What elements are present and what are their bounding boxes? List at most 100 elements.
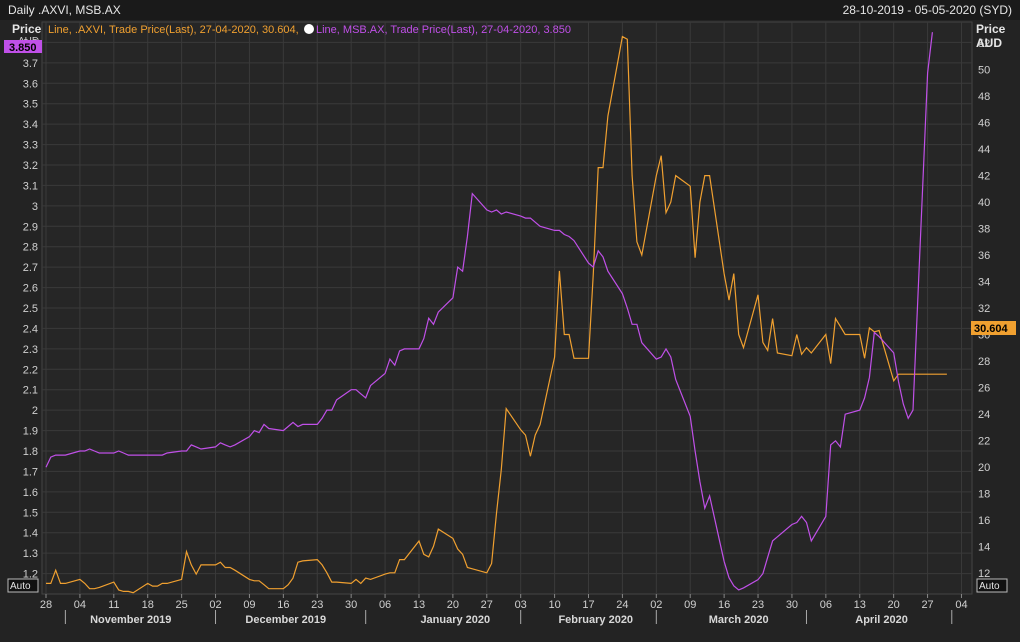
x-tick-label: 30 [786, 599, 798, 611]
left-tick-label: 3.3 [23, 140, 38, 152]
x-tick-label: 04 [74, 599, 86, 611]
x-tick-label: 04 [955, 599, 967, 611]
left-tick-label: 2.9 [23, 221, 38, 233]
left-tick-label: 3.1 [23, 180, 38, 192]
right-tick-label: 42 [978, 171, 990, 183]
right-current-value: 30.604 [974, 323, 1009, 335]
chart-title: Daily .AXVI, MSB.AX [8, 3, 121, 17]
legend-msb: Line, MSB.AX, Trade Price(Last), 27-04-2… [316, 24, 571, 36]
date-range: 28-10-2019 - 05-05-2020 (SYD) [842, 3, 1012, 17]
x-tick-label: 03 [515, 599, 527, 611]
left-current-marker: 3.850 [4, 40, 42, 54]
x-tick-label: 02 [650, 599, 662, 611]
left-tick-label: 1.9 [23, 426, 38, 438]
x-tick-label: 06 [820, 599, 832, 611]
right-tick-label: 32 [978, 303, 990, 315]
series-line-msbax [45, 32, 933, 591]
left-tick-label: 1.5 [23, 507, 38, 519]
left-axis-label: Price [12, 22, 42, 36]
right-axis-label: Price [976, 22, 1006, 36]
x-tick-label: 18 [142, 599, 154, 611]
x-tick-label: 09 [684, 599, 696, 611]
x-tick-label: 13 [854, 599, 866, 611]
right-tick-label: 26 [978, 382, 990, 394]
x-tick-label: 28 [40, 599, 52, 611]
right-current-marker: 30.604 [971, 321, 1016, 335]
clock-icon [304, 24, 314, 34]
right-auto-label: Auto [979, 581, 1000, 592]
right-tick-label: 16 [978, 515, 990, 527]
left-tick-label: 1.8 [23, 446, 38, 458]
price-chart[interactable]: 1.2 1.3 1.4 1.5 1.6 1.7 1.8 1.9 2 2.1 2.2 2.3 2.4 2.5… [0, 20, 1020, 642]
left-tick-label: 3.7 [23, 58, 38, 70]
left-tick-label: 1.7 [23, 466, 38, 478]
month-label: January 2020 [420, 614, 490, 626]
right-tick-label: 36 [978, 250, 990, 262]
left-tick-label: 3.6 [23, 78, 38, 90]
right-tick-label: 38 [978, 224, 990, 236]
series-line-axvi [46, 35, 947, 594]
x-tick-label: 17 [582, 599, 594, 611]
month-label: November 2019 [90, 614, 171, 626]
x-tick-label: 10 [548, 599, 560, 611]
left-tick-label: 1.6 [23, 487, 38, 499]
chart-header: Daily .AXVI, MSB.AX 28-10-2019 - 05-05-2… [0, 0, 1020, 21]
right-tick-label: 22 [978, 435, 990, 447]
month-label: February 2020 [558, 614, 633, 626]
month-label: April 2020 [855, 614, 908, 626]
x-tick-label: 02 [209, 599, 221, 611]
left-tick-label: 2.8 [23, 242, 38, 254]
x-axis-months: November 2019 December 2019 January 2020 Fe… [64, 610, 953, 626]
x-tick-label: 30 [345, 599, 357, 611]
x-tick-label: 16 [718, 599, 730, 611]
left-tick-label: 3 [32, 201, 38, 213]
x-tick-label: 25 [176, 599, 188, 611]
right-tick-label: 12 [978, 568, 990, 580]
left-tick-label: 3.2 [23, 160, 38, 172]
left-tick-label: 2.3 [23, 344, 38, 356]
x-tick-label: 09 [243, 599, 255, 611]
x-tick-label: 16 [277, 599, 289, 611]
right-auto-button[interactable]: Auto [976, 578, 1008, 593]
right-axis-ticks: 1214161820222426283032343638404244464850… [978, 38, 990, 580]
right-tick-label: 14 [978, 541, 990, 553]
left-tick-label: 1.3 [23, 548, 38, 560]
gridlines [42, 22, 972, 594]
left-tick-label: 3.5 [23, 99, 38, 111]
left-tick-label: 2 [32, 405, 38, 417]
month-label: March 2020 [709, 614, 769, 626]
right-tick-label: 24 [978, 409, 990, 421]
x-tick-label: 13 [413, 599, 425, 611]
right-tick-label: 46 [978, 118, 990, 130]
left-current-value: 3.850 [9, 42, 37, 54]
legend: Line, .AXVI, Trade Price(Last), 27-04-20… [48, 24, 571, 36]
x-tick-label: 23 [311, 599, 323, 611]
right-tick-label: 40 [978, 197, 990, 209]
month-label: December 2019 [245, 614, 326, 626]
x-tick-label: 11 [108, 599, 119, 611]
right-tick-label: 48 [978, 91, 990, 103]
x-tick-label: 24 [616, 599, 628, 611]
left-tick-label: 1.4 [23, 528, 38, 540]
left-tick-label: 3.4 [23, 119, 38, 131]
left-auto-label: Auto [10, 581, 31, 592]
series-lines [45, 32, 947, 594]
x-tick-label: 23 [752, 599, 764, 611]
left-tick-label: 2.6 [23, 283, 38, 295]
right-axis-unit: AUD [976, 36, 1002, 50]
left-tick-label: 2.5 [23, 303, 38, 315]
right-tick-label: 50 [978, 65, 990, 77]
left-tick-label: 2.2 [23, 364, 38, 376]
right-tick-label: 34 [978, 277, 990, 289]
left-tick-label: 2.1 [23, 385, 38, 397]
left-auto-button[interactable]: Auto [7, 578, 39, 593]
x-tick-label: 06 [379, 599, 391, 611]
left-tick-label: 2.7 [23, 262, 38, 274]
x-tick-label: 27 [481, 599, 493, 611]
left-tick-label: 1.2 [23, 569, 38, 581]
right-tick-label: 28 [978, 356, 990, 368]
x-tick-label: 27 [921, 599, 933, 611]
x-tick-label: 20 [447, 599, 459, 611]
right-tick-label: 18 [978, 488, 990, 500]
